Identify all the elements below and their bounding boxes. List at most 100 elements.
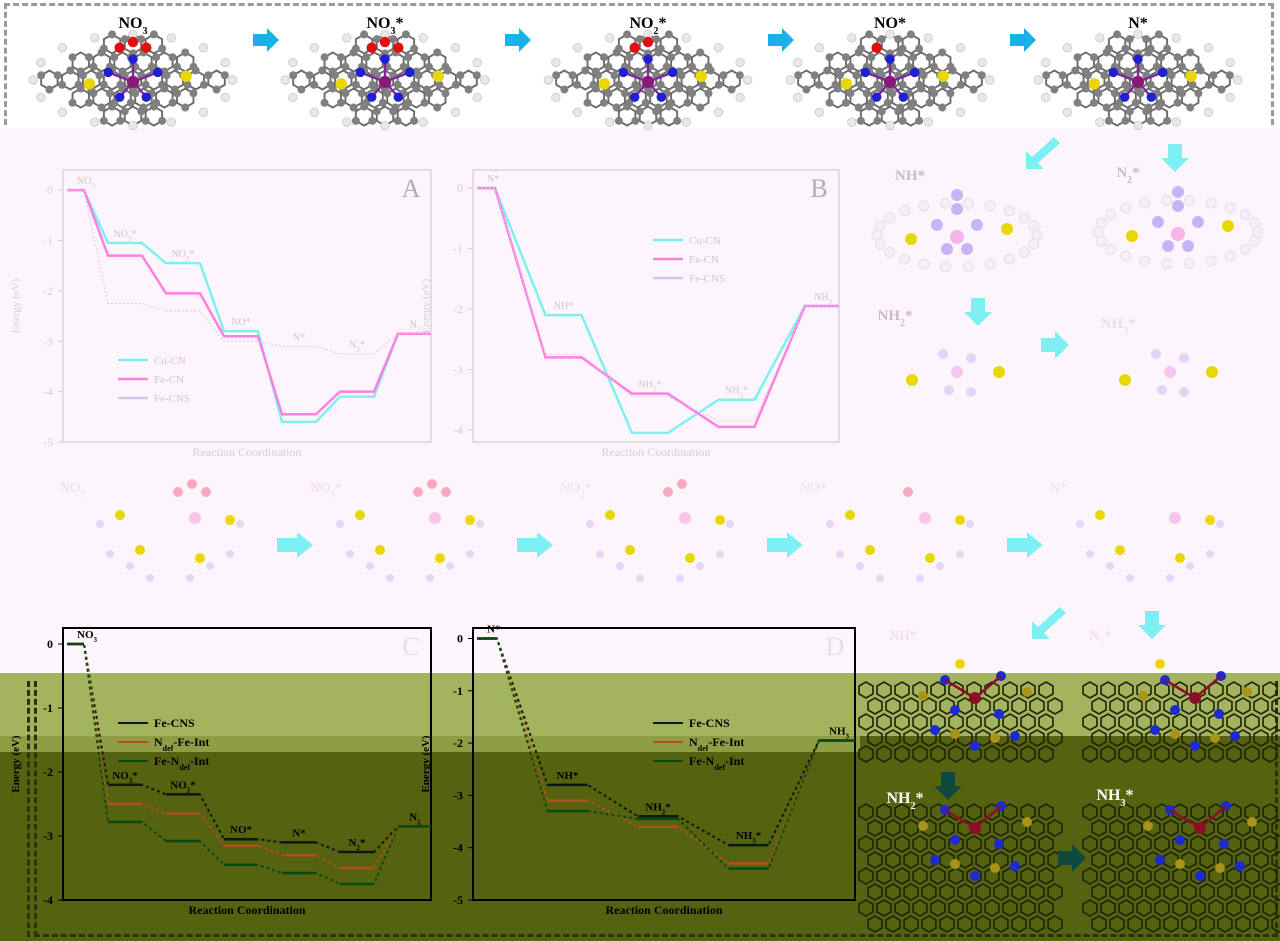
carbon-ring	[586, 87, 605, 109]
sulfur-atom	[865, 545, 875, 555]
energy-profile-charts: A 0 -1 -2 -3 -4 -5 Energy (eV) Reaction Coordina…	[10, 169, 856, 917]
step-label: NO*	[231, 317, 250, 328]
carbon-atom	[158, 44, 167, 53]
nitrogen-atom	[636, 574, 644, 582]
step-label: N*	[487, 623, 501, 635]
carbon-atom	[673, 44, 682, 53]
carbon-ring	[858, 713, 874, 731]
label-segment: 3	[1121, 798, 1126, 809]
oxygen-atom	[413, 487, 423, 497]
hydrogen-atom	[743, 75, 753, 85]
nitrogen-atom	[1216, 520, 1224, 528]
top-molecule: N*	[1033, 15, 1243, 131]
y-tick-label: -1	[453, 242, 463, 256]
carbon-ring	[659, 33, 679, 55]
carbon-atom	[120, 35, 129, 44]
sulfur-atom	[335, 78, 347, 90]
carbon-ring	[858, 899, 874, 917]
arrow-icon	[964, 298, 992, 326]
carbon-atom	[137, 35, 146, 44]
carbon-atom	[360, 30, 369, 39]
carbon-ring	[1244, 713, 1260, 731]
carbon-atom	[1173, 53, 1182, 62]
nitrogen-atom	[1179, 387, 1189, 397]
carbon-atom	[696, 103, 705, 112]
carbon-ring	[948, 745, 964, 763]
carbon-atom	[846, 62, 855, 71]
label-segment: *	[1128, 316, 1136, 332]
carbon-ring	[1118, 803, 1134, 821]
hydrogen-atom	[342, 117, 352, 127]
carbon-ring	[407, 87, 426, 109]
y-tick-label: 0	[457, 631, 463, 645]
carbon-atom	[330, 71, 339, 80]
carbon-ring	[1118, 87, 1137, 109]
hydrogen-atom	[551, 92, 561, 103]
sulfur-atom	[115, 510, 125, 520]
legend-label: Fe-Ndef-Int	[689, 754, 744, 772]
hydrogen-atom	[713, 43, 724, 53]
label-segment: *	[1104, 629, 1111, 644]
carbon-atom	[623, 30, 632, 39]
nitrogen-atom	[114, 92, 125, 102]
sulfur-atom	[950, 859, 960, 869]
nitrogen-atom	[393, 92, 404, 102]
oxygen-atom	[871, 42, 882, 53]
step-label: N*	[293, 332, 305, 343]
carbon-ring	[993, 851, 1009, 869]
carbon-ring	[876, 835, 892, 853]
hydrogen-atom	[450, 107, 461, 117]
carbon-ring	[1172, 899, 1188, 917]
carbon-atom	[378, 98, 387, 107]
carbon-ring	[903, 915, 919, 933]
hydrogen-atom	[1031, 229, 1043, 241]
hydrogen-atom	[681, 33, 691, 43]
carbon-ring	[975, 729, 991, 747]
carbon-ring	[1038, 745, 1054, 763]
carbon-atom	[412, 84, 421, 93]
carbon-atom	[1125, 35, 1134, 44]
carbon-ring	[1149, 69, 1169, 91]
label-segment: -Int	[725, 735, 744, 749]
carbon-ring	[1029, 851, 1045, 869]
nitrogen-atom	[941, 243, 953, 255]
chart-frame	[472, 627, 856, 901]
step-label: NH*	[557, 770, 580, 782]
carbon-ring	[1100, 899, 1116, 917]
nitrogen-atom	[146, 574, 154, 582]
label-segment: 3	[739, 392, 743, 400]
carbon-atom	[835, 71, 844, 80]
carbon-ring	[1262, 745, 1278, 763]
carbon-atom	[99, 116, 108, 125]
carbon-atom	[846, 89, 855, 98]
carbon-ring	[607, 51, 626, 73]
carbon-ring	[1082, 803, 1098, 821]
carbon-ring	[894, 745, 910, 763]
carbon-ring	[876, 803, 892, 821]
carbon-atom	[456, 71, 465, 80]
carbon-atom	[1167, 71, 1176, 80]
hydrogen-atom	[450, 43, 461, 53]
sulfur-atom	[180, 70, 192, 82]
carbon-atom	[583, 53, 592, 62]
carbon-ring	[903, 883, 919, 901]
carbon-ring	[858, 867, 874, 885]
carbon-ring	[71, 87, 90, 109]
hydrogen-atom	[28, 75, 38, 85]
step-label: N*	[487, 174, 499, 185]
hydrogen-atom	[1171, 33, 1181, 43]
carbon-ring	[1154, 745, 1170, 763]
carbon-atom	[1094, 89, 1103, 98]
panel-label: D	[826, 632, 845, 661]
sulfur-atom	[605, 510, 615, 520]
label-segment: *	[1126, 787, 1134, 804]
hydrogen-atom	[885, 121, 895, 131]
carbon-ring	[984, 867, 1000, 885]
carbon-ring	[102, 105, 122, 127]
carbon-atom	[1063, 80, 1072, 89]
carbon-atom	[677, 71, 686, 80]
carbon-ring	[1127, 915, 1143, 933]
carbon-ring	[1127, 883, 1143, 901]
hydrogen-atom	[1018, 246, 1030, 258]
